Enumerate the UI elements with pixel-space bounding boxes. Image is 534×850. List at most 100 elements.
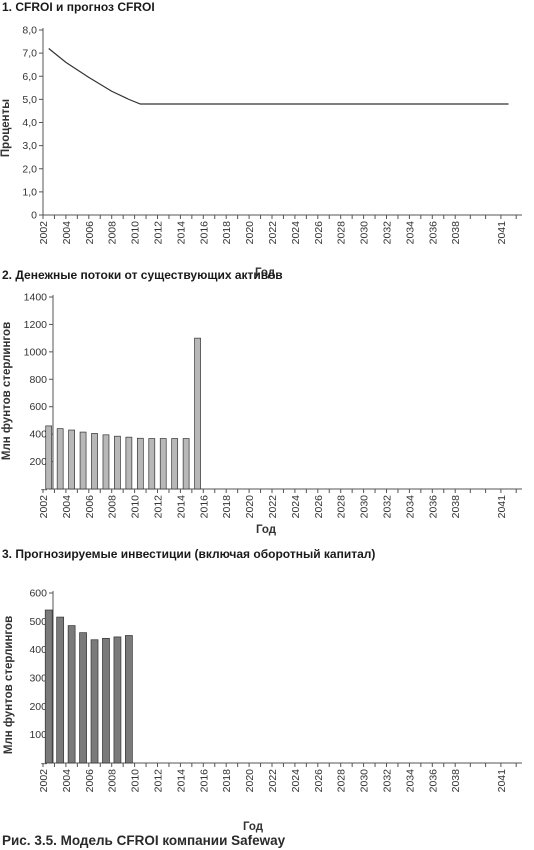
chart2-x-tick-label: 2034: [404, 495, 416, 519]
chart2-bar: [182, 438, 190, 490]
chart1-y-tick-label: 8,0: [22, 25, 37, 37]
chart1-x-tick-label: 2002: [38, 221, 50, 245]
chart1-x-tick-label: 2014: [175, 221, 187, 245]
chart2-bar: [194, 337, 201, 490]
chart3-x-tick-label: 2034: [404, 769, 416, 793]
chart1-x-tick-label: 2034: [404, 221, 416, 245]
chart3-x-tick-label: 2018: [221, 769, 233, 793]
chart3-x-tick-label: 2008: [107, 769, 119, 793]
chart1-y-tick-label: 6,0: [22, 71, 37, 83]
chart3-bar: [90, 639, 99, 764]
chart3-bar: [79, 632, 87, 764]
chart3-y-axis-label: Млн фунтов стерлингов: [3, 616, 15, 754]
chart2-x-tick-label: 2006: [84, 495, 96, 519]
chart3-x-tick-label: 2030: [359, 769, 371, 793]
chart3-x-tick-label: 2014: [175, 769, 187, 793]
chart1-x-tick-label: 2016: [198, 221, 210, 245]
chart2-y-tick-label: 1200: [24, 319, 48, 331]
chart3-x-tick-label: 2016: [198, 769, 210, 793]
chart2-bar: [91, 433, 98, 490]
chart2-bar: [136, 437, 144, 490]
chart1-x-tick-label: 2026: [313, 221, 325, 245]
chart2-x-tick-label: 2026: [313, 495, 325, 519]
chart2-x-tick-label: 2038: [450, 495, 462, 519]
chart3-y-tick-label: 600: [29, 588, 47, 600]
chart1-y-tick-label: 0: [31, 210, 37, 222]
chart1-x-tick-label: 2024: [290, 221, 302, 245]
chart1-x-tick-label: 2041: [496, 221, 508, 245]
chart2-x-tick-label: 2022: [267, 495, 279, 519]
chart2-y-tick-label: 600: [29, 401, 47, 413]
chart2-x-tick-label: 2020: [244, 495, 256, 519]
chart2-x-tick-label: 2012: [153, 495, 165, 519]
chart1-x-tick-label: 2032: [382, 221, 394, 245]
chart3-x-tick-label: 2041: [496, 769, 508, 793]
chart2-x-tick-label: 2002: [38, 495, 50, 519]
chart3-x-axis-label: Год: [243, 821, 264, 833]
chart3-x-tick-label: 2032: [382, 769, 394, 793]
chart3-x-tick-label: 2038: [450, 769, 462, 793]
chart1-y-tick-label: 3,0: [22, 140, 37, 152]
chart2-x-axis-label: Год: [256, 524, 277, 536]
chart3-y-tick-label: 300: [29, 673, 47, 685]
chart3-y-tick-label: –: [41, 758, 47, 770]
chart2-x-tick-label: 2010: [130, 495, 142, 519]
chart1-y-tick-label: 2,0: [22, 163, 37, 175]
chart1-x-tick-label: 2036: [427, 221, 439, 245]
chart2-bar: [125, 436, 133, 490]
chart3-y-tick-label: 400: [29, 644, 47, 656]
chart3-x-tick-label: 2012: [153, 769, 165, 793]
chart1-y-tick-label: 7,0: [22, 48, 37, 60]
chart2-bar: [171, 438, 179, 490]
chart1-x-tick-label: 2018: [221, 221, 233, 245]
chart2-x-tick-label: 2016: [198, 495, 210, 519]
chart3-y-tick-label: 200: [29, 701, 47, 713]
chart3-x-tick-label: 2002: [38, 769, 50, 793]
chart1-title: 1. CFROI и прогноз CFROI: [2, 0, 155, 14]
chart3-svg: – 100 200 300 400 500 600 2002 2004 2006 2008 2010 2…: [3, 588, 522, 833]
chart1-y-tick-label: 5,0: [22, 94, 37, 106]
chart2-bar: [45, 425, 53, 490]
chart2-x-tick-label: 2004: [61, 495, 73, 519]
chart3-x-tick-label: 2036: [427, 769, 439, 793]
chart2-y-tick-label: 200: [29, 456, 47, 468]
chart2-y-tick-label: 800: [29, 374, 47, 386]
chart1-y-axis-label: Проценты: [0, 99, 12, 157]
chart3-bar: [125, 635, 133, 764]
chart3-title: 3. Прогнозируемые инвестиции (включая об…: [2, 547, 376, 561]
chart2-bar: [102, 434, 110, 490]
chart1-series-line-0: [48, 48, 509, 105]
chart1-svg: 0 1,0 2,0 3,0 4,0 5,0 6,0 7,0 8,0 2002 2004 2006 200…: [0, 25, 522, 279]
chart3-y-tick-label: 100: [29, 729, 47, 741]
chart3-bar: [102, 637, 110, 764]
chart2-bar: [79, 431, 87, 490]
chart1-x-tick-label: 2008: [107, 221, 119, 245]
chart2-bar: [114, 435, 121, 490]
chart3-x-tick-label: 2010: [130, 769, 142, 793]
chart3-x-tick-label: 2022: [267, 769, 279, 793]
chart2-x-tick-label: 2028: [336, 495, 348, 519]
chart3-y-tick-label: 500: [29, 616, 47, 628]
chart1-x-tick-label: 2012: [153, 221, 165, 245]
chart2-x-tick-label: 2041: [496, 495, 508, 519]
chart2-y-tick-label: –: [41, 484, 47, 496]
chart2-x-tick-label: 2008: [107, 495, 119, 519]
chart1-x-tick-label: 2004: [61, 221, 73, 245]
chart2-bar: [68, 429, 75, 490]
chart1-x-tick-label: 2030: [359, 221, 371, 245]
chart1-x-tick-label: 2038: [450, 221, 462, 245]
chart3-x-tick-label: 2024: [290, 769, 302, 793]
chart1-x-axis-label: Год: [255, 267, 276, 279]
chart1-x-tick-label: 2020: [244, 221, 256, 245]
chart2-bar: [148, 438, 156, 490]
chart2-x-tick-label: 2024: [290, 495, 302, 519]
chart2-y-tick-label: 1400: [24, 292, 48, 304]
chart1-y-tick-label: 4,0: [22, 117, 37, 129]
chart2-svg: – 200 400 600 800 1000 1200 1400 2002 2004 2006 200…: [1, 292, 522, 536]
chart3-bar: [56, 616, 65, 764]
chart1-x-tick-label: 2006: [84, 221, 96, 245]
chart3-x-tick-label: 2020: [244, 769, 256, 793]
chart1-x-tick-label: 2022: [267, 221, 279, 245]
chart2-bar: [159, 438, 167, 490]
chart1-x-tick-label: 2028: [336, 221, 348, 245]
